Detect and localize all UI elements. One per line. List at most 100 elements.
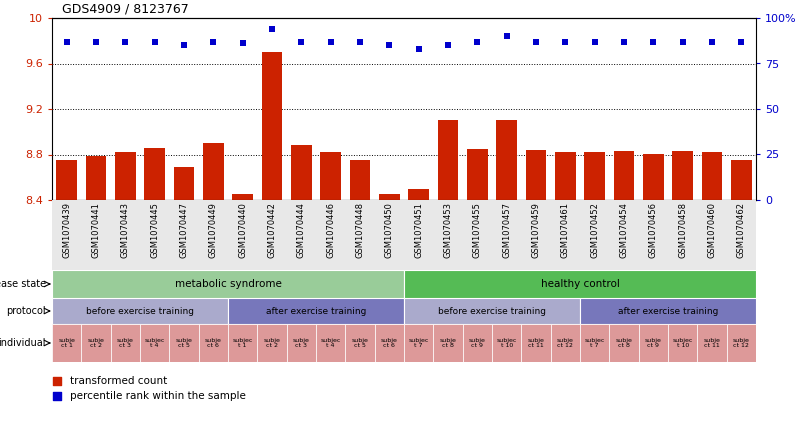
Text: subje
ct 8: subje ct 8 bbox=[440, 338, 457, 349]
Text: subje
ct 3: subje ct 3 bbox=[293, 338, 310, 349]
Text: subjec
t 10: subjec t 10 bbox=[497, 338, 517, 349]
Text: GSM1070439: GSM1070439 bbox=[62, 202, 71, 258]
Text: GSM1070459: GSM1070459 bbox=[532, 202, 541, 258]
Text: subje
ct 12: subje ct 12 bbox=[557, 338, 574, 349]
Point bbox=[501, 33, 513, 40]
Point bbox=[148, 38, 161, 45]
Text: GSM1070448: GSM1070448 bbox=[356, 202, 364, 258]
Bar bbox=[291, 146, 312, 200]
Bar bbox=[433, 324, 463, 362]
Text: healthy control: healthy control bbox=[541, 279, 619, 289]
Bar bbox=[492, 324, 521, 362]
Bar bbox=[52, 324, 82, 362]
Text: subje
ct 11: subje ct 11 bbox=[703, 338, 720, 349]
Text: subjec
t 4: subjec t 4 bbox=[144, 338, 165, 349]
Bar bbox=[497, 121, 517, 200]
Point bbox=[119, 38, 131, 45]
Text: GSM1070449: GSM1070449 bbox=[209, 202, 218, 258]
Bar bbox=[52, 270, 404, 298]
Bar bbox=[404, 298, 580, 324]
Text: GSM1070456: GSM1070456 bbox=[649, 202, 658, 258]
Bar bbox=[350, 160, 370, 200]
Bar bbox=[702, 152, 723, 200]
Bar bbox=[610, 324, 638, 362]
Bar bbox=[638, 324, 668, 362]
Bar bbox=[437, 121, 458, 200]
Bar bbox=[287, 324, 316, 362]
Text: GDS4909 / 8123767: GDS4909 / 8123767 bbox=[62, 3, 189, 16]
Point bbox=[413, 46, 425, 52]
Text: subje
ct 11: subje ct 11 bbox=[528, 338, 545, 349]
Bar bbox=[262, 52, 282, 200]
Text: GSM1070457: GSM1070457 bbox=[502, 202, 511, 258]
Point bbox=[706, 38, 718, 45]
Point bbox=[588, 38, 601, 45]
Point bbox=[441, 42, 454, 49]
Text: subje
ct 2: subje ct 2 bbox=[264, 338, 280, 349]
Point bbox=[471, 38, 484, 45]
Bar bbox=[228, 298, 404, 324]
Text: GSM1070441: GSM1070441 bbox=[91, 202, 100, 258]
Text: GSM1070445: GSM1070445 bbox=[150, 202, 159, 258]
Bar bbox=[257, 324, 287, 362]
Text: subje
ct 9: subje ct 9 bbox=[645, 338, 662, 349]
Text: after exercise training: after exercise training bbox=[618, 307, 718, 316]
Bar bbox=[467, 149, 488, 200]
Text: GSM1070446: GSM1070446 bbox=[326, 202, 335, 258]
Bar bbox=[698, 324, 727, 362]
Point bbox=[50, 392, 63, 399]
Bar bbox=[614, 151, 634, 200]
Bar bbox=[82, 324, 111, 362]
Bar bbox=[375, 324, 404, 362]
Bar bbox=[731, 160, 751, 200]
Text: subjec
t 7: subjec t 7 bbox=[585, 338, 605, 349]
Bar bbox=[580, 298, 756, 324]
Text: subje
ct 6: subje ct 6 bbox=[381, 338, 398, 349]
Bar bbox=[320, 152, 341, 200]
Bar bbox=[550, 324, 580, 362]
Bar bbox=[409, 189, 429, 200]
Bar bbox=[174, 167, 195, 200]
Point bbox=[90, 38, 103, 45]
Text: GSM1070461: GSM1070461 bbox=[561, 202, 570, 258]
Point bbox=[353, 38, 366, 45]
Bar bbox=[525, 150, 546, 200]
Text: transformed count: transformed count bbox=[70, 376, 167, 386]
Text: GSM1070450: GSM1070450 bbox=[384, 202, 394, 258]
Text: subje
ct 5: subje ct 5 bbox=[352, 338, 368, 349]
Text: before exercise training: before exercise training bbox=[438, 307, 546, 316]
Point bbox=[529, 38, 542, 45]
Text: GSM1070455: GSM1070455 bbox=[473, 202, 482, 258]
Bar bbox=[404, 270, 756, 298]
Text: subje
ct 1: subje ct 1 bbox=[58, 338, 75, 349]
Point bbox=[236, 40, 249, 47]
Bar bbox=[228, 324, 257, 362]
Bar bbox=[521, 324, 550, 362]
Text: subjec
t 1: subjec t 1 bbox=[232, 338, 253, 349]
Text: subje
ct 6: subje ct 6 bbox=[205, 338, 222, 349]
Bar bbox=[316, 324, 345, 362]
Text: GSM1070454: GSM1070454 bbox=[619, 202, 629, 258]
Bar bbox=[203, 143, 223, 200]
Point bbox=[324, 38, 337, 45]
Text: protocol: protocol bbox=[6, 306, 46, 316]
Point bbox=[559, 38, 572, 45]
Bar bbox=[52, 298, 228, 324]
Text: GSM1070447: GSM1070447 bbox=[179, 202, 188, 258]
Point bbox=[50, 377, 63, 384]
Bar bbox=[345, 324, 375, 362]
Bar bbox=[169, 324, 199, 362]
Bar bbox=[672, 151, 693, 200]
Bar bbox=[668, 324, 698, 362]
Bar bbox=[199, 324, 228, 362]
Bar bbox=[463, 324, 492, 362]
Point bbox=[295, 38, 308, 45]
Point bbox=[178, 42, 191, 49]
Point bbox=[383, 42, 396, 49]
Text: before exercise training: before exercise training bbox=[86, 307, 194, 316]
Text: GSM1070452: GSM1070452 bbox=[590, 202, 599, 258]
Text: GSM1070443: GSM1070443 bbox=[121, 202, 130, 258]
Text: subjec
t 4: subjec t 4 bbox=[320, 338, 341, 349]
Text: GSM1070458: GSM1070458 bbox=[678, 202, 687, 258]
Point bbox=[618, 38, 630, 45]
